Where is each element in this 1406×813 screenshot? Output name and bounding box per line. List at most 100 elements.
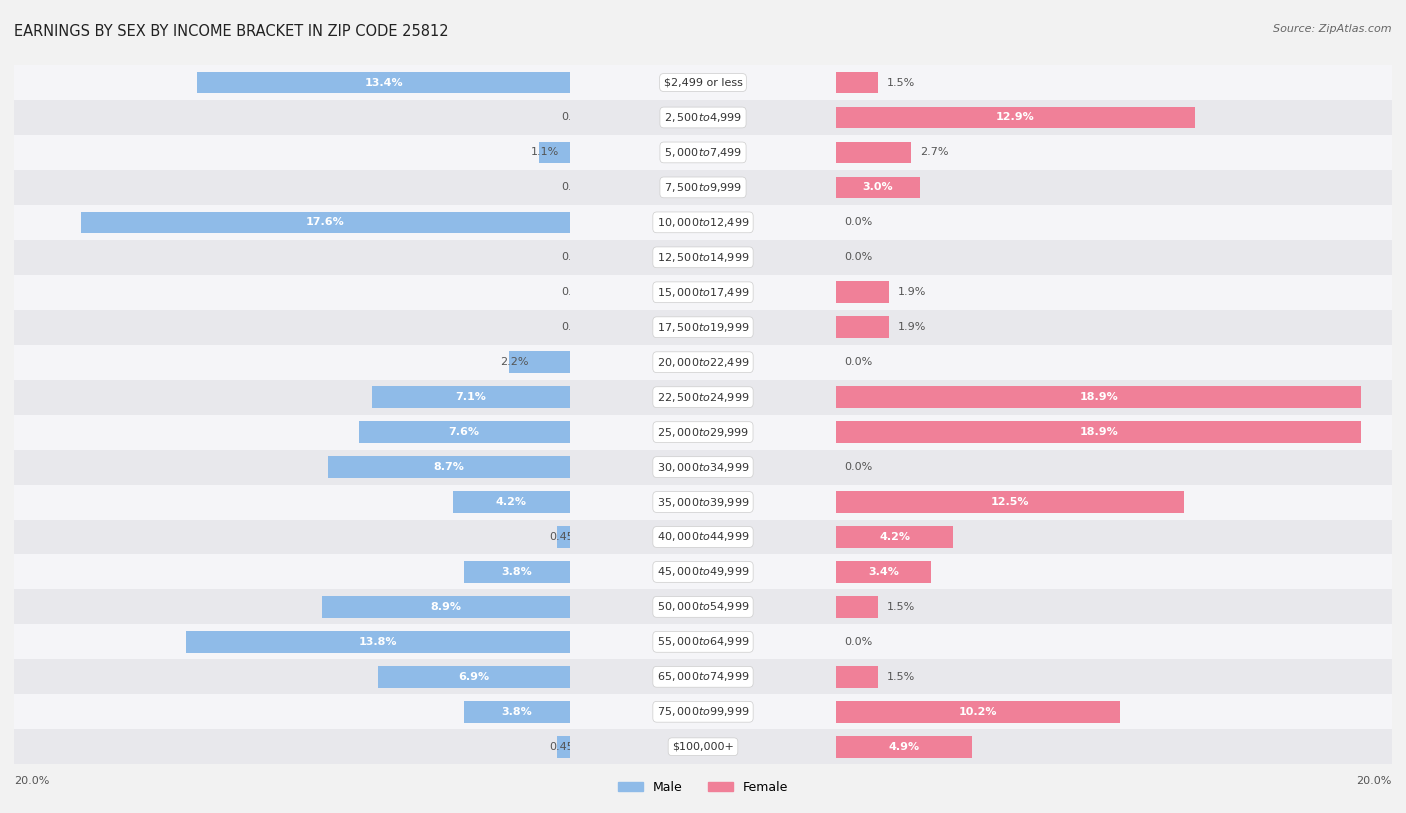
Bar — [509, 351, 569, 373]
Text: 0.0%: 0.0% — [561, 322, 589, 333]
Bar — [569, 450, 837, 485]
Bar — [453, 491, 569, 513]
Text: 0.0%: 0.0% — [845, 217, 873, 228]
Bar — [837, 694, 1392, 729]
Text: 6.9%: 6.9% — [458, 672, 489, 682]
Text: 3.8%: 3.8% — [502, 706, 533, 717]
Bar — [837, 736, 973, 758]
Bar — [557, 736, 569, 758]
Bar — [557, 526, 569, 548]
Text: $15,000 to $17,499: $15,000 to $17,499 — [657, 286, 749, 298]
Text: 18.9%: 18.9% — [1080, 427, 1118, 437]
Text: 3.4%: 3.4% — [868, 567, 898, 577]
Text: 0.45%: 0.45% — [548, 532, 585, 542]
Bar — [837, 170, 1392, 205]
Bar — [569, 415, 837, 450]
Bar — [14, 65, 569, 100]
Bar — [569, 659, 837, 694]
Bar — [837, 421, 1361, 443]
Bar — [569, 520, 837, 554]
Text: $100,000+: $100,000+ — [672, 741, 734, 752]
Bar — [14, 205, 569, 240]
Legend: Male, Female: Male, Female — [613, 776, 793, 798]
Bar — [837, 450, 1392, 485]
Bar — [569, 345, 837, 380]
Bar — [14, 310, 569, 345]
Bar — [569, 205, 837, 240]
Bar — [837, 520, 1392, 554]
Text: $75,000 to $99,999: $75,000 to $99,999 — [657, 706, 749, 718]
Bar — [837, 316, 889, 338]
Bar — [538, 141, 569, 163]
Text: $2,500 to $4,999: $2,500 to $4,999 — [664, 111, 742, 124]
Text: EARNINGS BY SEX BY INCOME BRACKET IN ZIP CODE 25812: EARNINGS BY SEX BY INCOME BRACKET IN ZIP… — [14, 24, 449, 39]
Bar — [322, 596, 569, 618]
Bar — [373, 386, 569, 408]
Bar — [14, 450, 569, 485]
Text: 2.7%: 2.7% — [920, 147, 948, 158]
Text: $40,000 to $44,999: $40,000 to $44,999 — [657, 531, 749, 543]
Bar — [378, 666, 569, 688]
Text: 18.9%: 18.9% — [1080, 392, 1118, 402]
Text: 8.7%: 8.7% — [433, 462, 464, 472]
Bar — [837, 491, 1184, 513]
Text: 1.5%: 1.5% — [886, 77, 914, 88]
Text: $45,000 to $49,999: $45,000 to $49,999 — [657, 566, 749, 578]
Bar — [837, 135, 1392, 170]
Bar — [569, 589, 837, 624]
Bar — [569, 729, 837, 764]
Bar — [837, 415, 1392, 450]
Bar — [837, 589, 1392, 624]
Bar — [14, 100, 569, 135]
Bar — [837, 345, 1392, 380]
Text: 3.0%: 3.0% — [863, 182, 893, 193]
Bar — [837, 561, 931, 583]
Text: 1.5%: 1.5% — [886, 672, 914, 682]
Bar — [14, 135, 569, 170]
Bar — [837, 205, 1392, 240]
Text: 13.8%: 13.8% — [359, 637, 398, 647]
Bar — [569, 310, 837, 345]
Bar — [14, 589, 569, 624]
Bar — [837, 666, 877, 688]
Bar — [837, 624, 1392, 659]
Bar — [14, 170, 569, 205]
Text: 7.1%: 7.1% — [456, 392, 486, 402]
Text: 2.2%: 2.2% — [501, 357, 529, 367]
Text: $5,000 to $7,499: $5,000 to $7,499 — [664, 146, 742, 159]
Bar — [569, 275, 837, 310]
Text: 1.9%: 1.9% — [897, 287, 925, 298]
Bar — [197, 72, 569, 93]
Bar — [569, 380, 837, 415]
Bar — [14, 659, 569, 694]
Text: 20.0%: 20.0% — [14, 776, 49, 786]
Bar — [837, 386, 1361, 408]
Text: 8.9%: 8.9% — [430, 602, 461, 612]
Text: 13.4%: 13.4% — [364, 77, 404, 88]
Text: 0.0%: 0.0% — [561, 182, 589, 193]
Bar — [837, 176, 920, 198]
Text: $50,000 to $54,999: $50,000 to $54,999 — [657, 601, 749, 613]
Bar — [837, 485, 1392, 520]
Bar — [837, 240, 1392, 275]
Bar — [464, 701, 569, 723]
Text: $30,000 to $34,999: $30,000 to $34,999 — [657, 461, 749, 473]
Text: $10,000 to $12,499: $10,000 to $12,499 — [657, 216, 749, 228]
Bar — [837, 72, 877, 93]
Bar — [837, 596, 877, 618]
Bar — [14, 380, 569, 415]
Bar — [837, 100, 1392, 135]
Text: $65,000 to $74,999: $65,000 to $74,999 — [657, 671, 749, 683]
Bar — [837, 310, 1392, 345]
Text: 0.0%: 0.0% — [845, 462, 873, 472]
Text: 10.2%: 10.2% — [959, 706, 997, 717]
Bar — [837, 701, 1119, 723]
Bar — [14, 554, 569, 589]
Bar — [569, 240, 837, 275]
Bar — [569, 554, 837, 589]
Bar — [569, 624, 837, 659]
Bar — [186, 631, 569, 653]
Bar — [14, 624, 569, 659]
Bar — [837, 380, 1392, 415]
Text: 4.9%: 4.9% — [889, 741, 920, 752]
